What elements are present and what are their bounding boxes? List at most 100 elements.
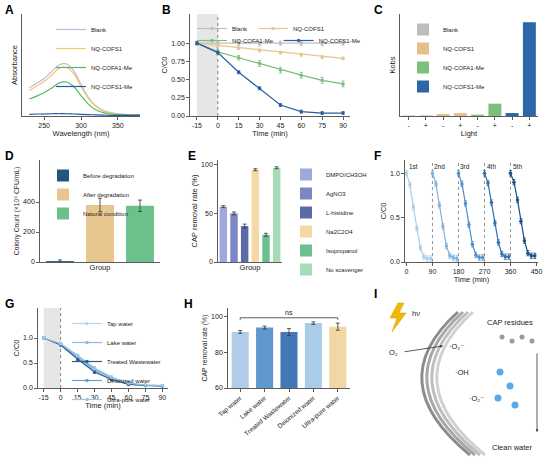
svg-text:NQ-COFS1: NQ-COFS1 <box>293 26 325 32</box>
svg-text:90: 90 <box>339 122 347 129</box>
svg-text:E: E <box>188 149 196 163</box>
svg-text:Time (min): Time (min) <box>454 275 490 284</box>
svg-text:1.0: 1.0 <box>390 170 400 177</box>
svg-text:CAP removal rate (%): CAP removal rate (%) <box>201 315 209 382</box>
svg-text:0.0: 0.0 <box>390 258 400 265</box>
svg-text:·O₂⁻: ·O₂⁻ <box>469 394 484 403</box>
svg-text:Tap water: Tap water <box>107 321 133 327</box>
svg-text:Tap water: Tap water <box>217 394 244 419</box>
svg-text:C: C <box>374 3 383 17</box>
svg-text:1.00: 1.00 <box>171 40 185 47</box>
svg-text:F: F <box>374 149 381 163</box>
svg-text:0.25: 0.25 <box>171 94 185 101</box>
svg-text:Na2C2O4: Na2C2O4 <box>326 229 353 235</box>
svg-text:Group: Group <box>240 263 261 272</box>
svg-text:NQ-COFS1: NQ-COFS1 <box>443 46 475 52</box>
svg-text:C/C0: C/C0 <box>379 202 388 219</box>
svg-text:A: A <box>5 3 14 17</box>
svg-text:250: 250 <box>38 122 50 129</box>
svg-text:200: 200 <box>23 228 35 235</box>
svg-text:30: 30 <box>91 394 99 401</box>
svg-text:+: + <box>527 122 531 129</box>
svg-text:+: + <box>493 122 497 129</box>
svg-text:NQ-COFS1-Me: NQ-COFS1-Me <box>91 84 133 90</box>
svg-text:Treated Wastewater: Treated Wastewater <box>243 394 293 437</box>
svg-text:-15: -15 <box>39 394 49 401</box>
svg-text:3rd: 3rd <box>460 163 470 170</box>
svg-text:Wavelength (nm): Wavelength (nm) <box>53 129 110 138</box>
svg-text:Group: Group <box>90 263 111 272</box>
svg-text:60: 60 <box>297 122 305 129</box>
svg-text:360: 360 <box>505 268 517 275</box>
svg-text:AgNO3: AgNO3 <box>326 191 346 197</box>
svg-text:Kobs: Kobs <box>388 56 397 73</box>
svg-text:NQ-COFA1-Me: NQ-COFA1-Me <box>443 65 485 71</box>
svg-text:B: B <box>162 3 171 17</box>
svg-text:·O₂⁻: ·O₂⁻ <box>449 342 464 351</box>
svg-text:Time (min): Time (min) <box>85 401 121 410</box>
svg-text:Light: Light <box>461 129 478 138</box>
svg-text:0.50: 0.50 <box>171 76 185 83</box>
svg-text:CAP residues: CAP residues <box>487 318 533 327</box>
svg-text:NQ-COFS1-Me: NQ-COFS1-Me <box>443 84 485 90</box>
svg-text:+: + <box>424 122 428 129</box>
svg-text:G: G <box>5 297 14 311</box>
svg-text:NQ-COFS1-Me: NQ-COFS1-Me <box>319 38 361 44</box>
svg-text:Blank: Blank <box>91 27 107 33</box>
svg-text:100: 100 <box>211 313 223 320</box>
svg-text:ns: ns <box>285 309 293 316</box>
svg-text:Lake water: Lake water <box>238 394 267 420</box>
svg-text:2nd: 2nd <box>434 163 445 170</box>
svg-text:Ultra-pure water: Ultra-pure water <box>300 394 341 431</box>
svg-text:Blank: Blank <box>232 26 248 32</box>
svg-text:Ultra-pure water: Ultra-pure water <box>107 397 150 403</box>
svg-text:-: - <box>511 122 514 129</box>
svg-text:60: 60 <box>215 384 223 391</box>
svg-text:-: - <box>407 122 410 129</box>
svg-text:0.5: 0.5 <box>23 359 33 366</box>
svg-text:0.00: 0.00 <box>171 112 185 119</box>
svg-text:180: 180 <box>453 268 465 275</box>
svg-text:0: 0 <box>209 258 213 265</box>
svg-text:400: 400 <box>23 198 35 205</box>
svg-text:15: 15 <box>74 394 82 401</box>
svg-text:1.0: 1.0 <box>23 334 33 341</box>
svg-text:Isopropanol: Isopropanol <box>326 248 357 254</box>
svg-text:CAP removal rate (%): CAP removal rate (%) <box>190 174 199 247</box>
svg-text:-: - <box>442 122 445 129</box>
svg-text:NQ-COFA1-Me: NQ-COFA1-Me <box>91 65 133 71</box>
svg-text:-: - <box>476 122 479 129</box>
svg-text:D: D <box>5 149 14 163</box>
svg-text:Time (min): Time (min) <box>252 129 288 138</box>
svg-text:I: I <box>374 287 377 301</box>
svg-text:Natural condition: Natural condition <box>83 211 128 217</box>
svg-text:DMPO/CH3OH: DMPO/CH3OH <box>326 172 367 178</box>
svg-text:C/C0: C/C0 <box>160 56 169 73</box>
svg-text:0.0: 0.0 <box>23 384 33 391</box>
svg-text:0.5: 0.5 <box>390 214 400 221</box>
svg-text:50: 50 <box>205 210 213 217</box>
svg-text:·OH: ·OH <box>455 368 469 377</box>
svg-text:0: 0 <box>404 268 408 275</box>
svg-text:Before degradation: Before degradation <box>83 173 134 179</box>
svg-text:Blank: Blank <box>443 27 459 33</box>
svg-text:4th: 4th <box>487 163 496 170</box>
svg-text:Treated Wastewater: Treated Wastewater <box>107 359 161 365</box>
svg-text:5th: 5th <box>513 163 522 170</box>
svg-text:After degradation: After degradation <box>83 192 129 198</box>
svg-text:C/C0: C/C0 <box>12 339 21 356</box>
svg-text:Deionized water: Deionized water <box>107 378 150 384</box>
svg-text:100: 100 <box>201 161 213 168</box>
svg-text:Lake water: Lake water <box>107 340 136 346</box>
svg-text:80: 80 <box>215 349 223 356</box>
svg-text:90: 90 <box>429 268 437 275</box>
svg-text:No scavenger: No scavenger <box>326 267 363 273</box>
svg-text:L-histidine: L-histidine <box>326 210 354 216</box>
svg-text:75: 75 <box>318 122 326 129</box>
svg-text:300: 300 <box>75 122 87 129</box>
svg-text:450: 450 <box>531 268 543 275</box>
svg-text:15: 15 <box>235 122 243 129</box>
svg-text:Clean water: Clean water <box>492 443 533 452</box>
svg-text:hν: hν <box>412 309 420 318</box>
svg-text:-15: -15 <box>192 122 202 129</box>
